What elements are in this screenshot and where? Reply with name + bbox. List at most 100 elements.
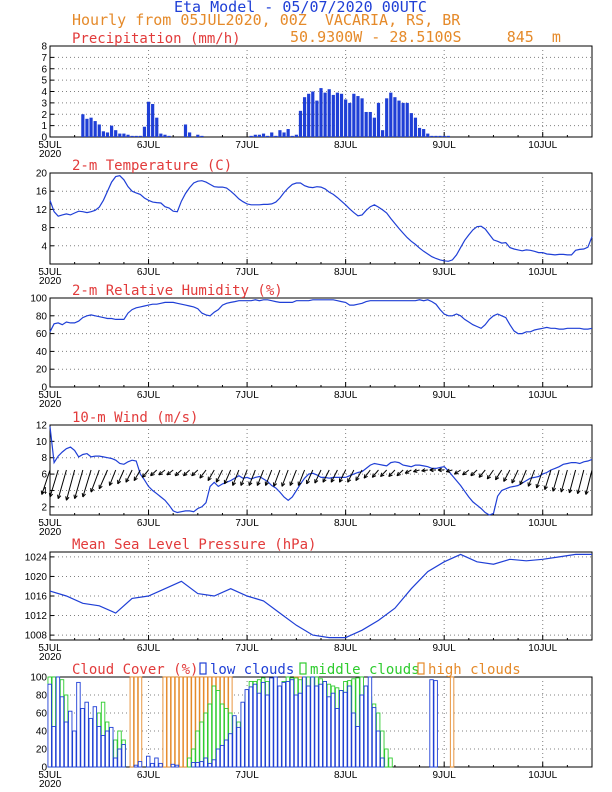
mid-cloud-bar <box>388 757 393 768</box>
temp-ytick-label: 4 <box>41 241 47 252</box>
precip-bar <box>188 132 192 137</box>
precip-ytick-label: 5 <box>41 76 47 87</box>
precip-bar <box>130 135 134 137</box>
low-cloud-bar <box>326 696 332 768</box>
precip-bar <box>380 130 385 137</box>
wind-arrow-head <box>527 482 532 487</box>
wind-arrow <box>158 469 166 476</box>
precip-bar <box>401 102 405 137</box>
precip-bar <box>389 92 393 137</box>
precip-bar <box>446 135 450 137</box>
low-cloud-bar <box>133 764 139 768</box>
precip-bar <box>348 102 352 137</box>
precip-bar <box>97 124 101 137</box>
precip-bar <box>89 117 93 137</box>
low-cloud-bar <box>219 744 225 768</box>
wind-arrow <box>215 469 223 483</box>
wind-arrow-head <box>486 474 492 480</box>
precip-bar <box>311 91 315 137</box>
wind-arrow-head <box>223 479 228 485</box>
precip-bar <box>417 127 422 137</box>
low-cloud-bar <box>88 717 93 768</box>
wind-arrow <box>577 469 585 494</box>
mid-cloud-bar <box>207 703 213 768</box>
x-label-7jul: 7JUL <box>235 643 259 654</box>
precip-bar <box>430 135 434 137</box>
low-cloud-bar <box>281 681 286 768</box>
wind-arrow <box>371 469 379 478</box>
x-label-5jul: 5JUL <box>38 770 62 781</box>
low-cloud-bar <box>113 757 118 768</box>
low-cloud-bar <box>334 708 340 768</box>
legend-middle-clouds: middle clouds <box>310 662 420 678</box>
mslp-ytick-label: 1024 <box>25 552 48 563</box>
legend-low-clouds-swatch <box>199 662 207 675</box>
low-cloud-bar <box>137 761 143 768</box>
precip-bar <box>385 98 389 137</box>
wind-arrow-head <box>231 481 237 486</box>
precip-bar <box>413 117 418 137</box>
precip-bar <box>405 102 409 137</box>
precip-bar <box>393 97 397 137</box>
wind-arrow-head <box>133 476 138 482</box>
rh-ytick-label: 20 <box>36 365 48 376</box>
precip-bar <box>426 133 430 137</box>
x-label-6jul: 6JUL <box>137 390 161 401</box>
wind-arrow <box>98 469 108 490</box>
rh-series-line <box>49 299 593 335</box>
rh-frame <box>49 297 593 388</box>
cloud-ytick-label: 80 <box>36 691 48 702</box>
chart-title: Eta Model - 05/07/2020 00UTC <box>174 0 427 16</box>
low-cloud-bar <box>146 755 151 768</box>
wind-arrow <box>256 469 264 486</box>
mid-cloud-bar <box>211 685 217 768</box>
rh-ytick-label: 80 <box>36 311 48 322</box>
low-cloud-bar <box>121 744 126 768</box>
x-label-8jul: 8JUL <box>334 643 358 654</box>
wind-arrow <box>355 469 363 481</box>
precip-bar <box>142 126 147 137</box>
low-cloud-bar <box>314 685 319 768</box>
low-cloud-bar <box>244 689 249 768</box>
precip-bar <box>266 135 270 137</box>
cloud-ytick-label: 100 <box>30 673 47 684</box>
low-cloud-bar <box>191 762 196 768</box>
x-label-7jul: 7JUL <box>235 390 259 401</box>
wind-arrow-head <box>40 490 45 495</box>
precip-bar <box>253 134 257 137</box>
wind-arrow <box>552 469 560 492</box>
precip-bar <box>376 102 381 137</box>
legend-middle-clouds-swatch <box>299 662 307 675</box>
precip-bar <box>298 110 303 137</box>
wind-arrow <box>503 469 511 482</box>
high-cloud-bar <box>166 676 171 768</box>
wind-title: 10-m Wind (m/s) <box>72 410 198 426</box>
low-cloud-bar <box>252 683 258 768</box>
low-cloud-bar <box>285 681 291 768</box>
precip-bar <box>434 135 438 137</box>
wind-arrow-head <box>519 480 524 486</box>
low-cloud-bar <box>104 730 110 768</box>
cloud-ytick-label: 20 <box>36 745 48 756</box>
wind-arrow <box>388 469 396 477</box>
cloud-ytick-label: 60 <box>36 709 48 720</box>
x-label-9jul: 9JUL <box>433 643 457 654</box>
wind-panel: 2 4 6 8 10 12 5JUL 6JUL 7JUL 8JUL 9JUL 10JUL 2020 10-… <box>36 410 593 538</box>
precip-bar <box>200 135 204 137</box>
low-cloud-bar <box>207 762 213 768</box>
wind-arrow-head <box>57 494 62 499</box>
precip-bar <box>323 92 327 137</box>
wind-arrow-head <box>174 471 180 477</box>
low-cloud-bar <box>158 762 163 768</box>
low-cloud-bar <box>47 683 52 768</box>
low-cloud-bar <box>265 694 270 768</box>
cloud-ytick-label: 0 <box>41 763 47 774</box>
high-cloud-bar <box>182 676 188 768</box>
precip-bar <box>109 125 114 137</box>
high-cloud-bar <box>137 676 143 768</box>
precip-bar <box>274 135 278 137</box>
precip-ytick-label: 7 <box>41 53 47 64</box>
low-cloud-bar <box>359 694 364 768</box>
low-cloud-bar <box>96 726 102 768</box>
rh-ytick-label: 100 <box>30 294 47 305</box>
